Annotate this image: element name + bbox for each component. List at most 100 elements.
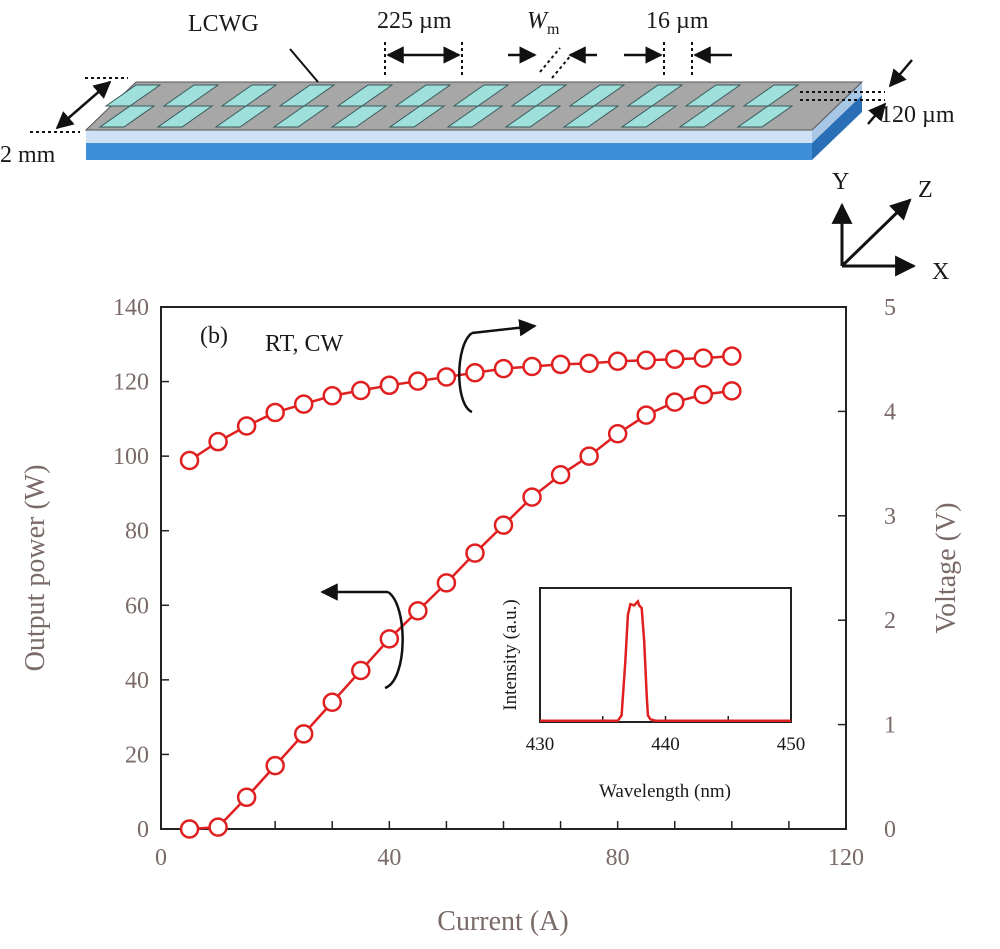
waveguide-stripe-11 [736,84,800,128]
voltage-point [522,356,542,377]
y-tick-label: 80 [125,519,149,545]
y2-tick-label: 1 [884,713,896,739]
x-tick-label: 0 [155,845,167,871]
voltage-point [179,450,200,471]
main-ticks: 0 40 80 120 0 20 40 60 80 100 120 140 0 1 2 3 4 5 [113,295,896,871]
length-label: 2 mm [0,142,56,168]
width-arrow-bottom [867,102,887,125]
x-tick-label: 120 [828,845,864,871]
y2-tick-label: 0 [884,817,896,843]
voltage-point [208,431,228,452]
coord-y-label: Y [832,169,849,195]
power-point [179,819,200,839]
voltage-point [379,375,400,396]
inset-x-tick-label: 440 [651,734,680,755]
voltage-point [579,353,599,374]
y2-tick-label: 3 [884,504,896,530]
power-point [208,817,228,837]
voltage-point [636,350,656,370]
power-point [636,405,656,425]
y-tick-label: 120 [113,370,149,396]
inset-y-title: Intensity (a.u.) [500,599,521,710]
plot-frame [160,306,847,830]
waveguide-stripe-4 [330,84,394,128]
y-tick-label: 60 [125,593,149,619]
wm-dim-2 [551,53,573,79]
voltage-axis-arrow [471,319,537,337]
pitch-label: 225 µm [377,8,452,34]
width-arrow-top [888,59,913,88]
device-light-side [812,82,862,143]
power-point [722,381,742,401]
condition-label: RT, CW [265,331,343,357]
voltage-point [493,358,514,379]
device-blue-side [812,95,862,160]
coord-z-arrow [840,198,912,268]
power-point [465,543,485,563]
voltage-axis-indicator [458,331,473,414]
device-blue-front [86,143,812,160]
voltage-point [322,385,342,406]
voltage-point [665,349,685,369]
power-point [493,515,514,535]
coordinate-axes: Y Z X [831,169,949,285]
waveguide-stripe-8 [562,84,626,128]
wm-label: Wm [527,8,560,38]
main-marks [179,346,742,839]
power-point [351,660,371,681]
power-axis-indicator [384,590,404,690]
power-point [236,787,257,808]
y2-tick-label: 5 [884,295,896,321]
coord-z-label: Z [918,177,933,203]
voltage-point [265,402,285,423]
lcwg-leader [289,48,319,83]
waveguide-stripes [98,84,800,128]
waveguide-stripe-10 [678,84,742,128]
power-point [522,487,542,507]
device-schematic: LCWG 225 µm Wm 16 µm 2 mm 120 µm [0,8,955,168]
waveguide-stripe-0 [98,84,162,128]
width-label: 120 µm [880,102,955,128]
y-tick-label: 40 [125,668,149,694]
waveguide-stripe-6 [446,84,510,128]
x-tick-label: 40 [377,845,401,871]
voltage-point [408,371,428,391]
y-tick-label: 20 [125,742,149,768]
inset-x-tick-label: 430 [526,734,555,755]
voltage-point [607,351,628,372]
inset-spectrum: 430 440 450 Wavelength (nm) Intensity (a.u… [500,587,805,802]
power-point [322,692,342,712]
x-tick-label: 80 [606,845,630,871]
power-point [293,724,314,744]
voltage-point [236,416,257,436]
power-point [693,384,714,405]
wm-dim-1 [539,47,561,73]
length-arrow [55,80,112,130]
y-axis-title: Output power (W) [20,465,51,672]
lcwg-label: LCWG [188,11,259,37]
device-light-front [86,130,812,143]
waveguide-stripe-5 [388,84,452,128]
voltage-point [722,346,742,366]
power-point [579,446,599,466]
voltage-point [293,394,314,414]
inset-ticks: 430 440 450 [526,716,805,755]
voltage-point [550,354,571,375]
y-tick-label: 100 [113,444,149,470]
power-point [436,573,457,593]
power-point [379,629,400,649]
y2-tick-label: 4 [884,399,896,425]
gap-label: 16 µm [646,8,709,34]
y2-axis-title: Voltage (V) [931,503,962,634]
power-point [607,424,628,444]
coord-x-label: X [932,259,949,285]
power-point [408,601,428,621]
power-point [665,392,685,412]
y-tick-label: 140 [113,295,149,321]
waveguide-stripe-3 [272,84,336,128]
voltage-point [436,367,457,387]
x-axis-title: Current (A) [437,906,568,937]
power-point [265,755,285,776]
waveguide-stripe-1 [156,84,220,128]
